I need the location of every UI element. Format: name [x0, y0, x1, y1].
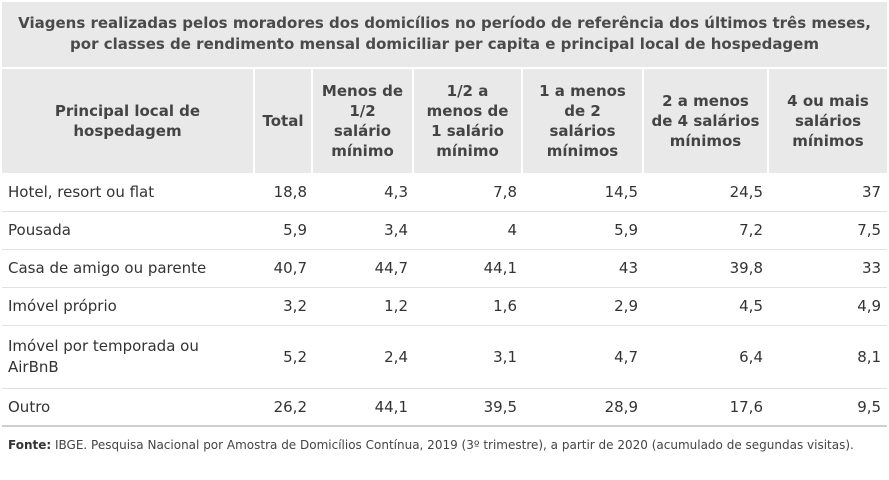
column-header-quatro-ou-mais: 4 ou mais salários mínimos: [769, 69, 888, 174]
table-row: Hotel, resort ou flat 18,8 4,3 7,8 14,5 …: [2, 174, 888, 212]
cell-value: 44,1: [414, 250, 523, 288]
cell-value: 7,5: [769, 212, 888, 250]
cell-value: 4,3: [313, 174, 414, 212]
cell-value: 6,4: [644, 326, 769, 389]
cell-value: 33: [769, 250, 888, 288]
row-label: Casa de amigo ou parente: [2, 250, 255, 288]
cell-value: 9,5: [769, 389, 888, 427]
source-label: Fonte:: [8, 438, 52, 452]
cell-value: 44,1: [313, 389, 414, 427]
cell-value: 3,2: [255, 288, 313, 326]
source-text: IBGE. Pesquisa Nacional por Amostra de D…: [51, 438, 854, 452]
row-label: Imóvel por temporada ou AirBnB: [2, 326, 255, 389]
cell-value: 26,2: [255, 389, 313, 427]
column-header-menos-meio: Menos de 1/2 salário mínimo: [313, 69, 414, 174]
table-row: Casa de amigo ou parente 40,7 44,7 44,1 …: [2, 250, 888, 288]
source-note: Fonte: IBGE. Pesquisa Nacional por Amost…: [2, 437, 887, 453]
cell-value: 37: [769, 174, 888, 212]
cell-value: 1,6: [414, 288, 523, 326]
cell-value: 28,9: [523, 389, 644, 427]
table-row: Outro 26,2 44,1 39,5 28,9 17,6 9,5: [2, 389, 888, 427]
cell-value: 43: [523, 250, 644, 288]
column-header-meio-a-um: 1/2 a menos de 1 salário mínimo: [414, 69, 523, 174]
cell-value: 40,7: [255, 250, 313, 288]
cell-value: 39,5: [414, 389, 523, 427]
table-row: Pousada 5,9 3,4 4 5,9 7,2 7,5: [2, 212, 888, 250]
table-row: Imóvel por temporada ou AirBnB 5,2 2,4 3…: [2, 326, 888, 389]
column-header-dois-a-quatro: 2 a menos de 4 salários mínimos: [644, 69, 769, 174]
cell-value: 5,9: [523, 212, 644, 250]
cell-value: 5,2: [255, 326, 313, 389]
cell-value: 2,4: [313, 326, 414, 389]
cell-value: 7,2: [644, 212, 769, 250]
cell-value: 24,5: [644, 174, 769, 212]
cell-value: 8,1: [769, 326, 888, 389]
cell-value: 5,9: [255, 212, 313, 250]
cell-value: 3,1: [414, 326, 523, 389]
cell-value: 4,5: [644, 288, 769, 326]
cell-value: 17,6: [644, 389, 769, 427]
cell-value: 44,7: [313, 250, 414, 288]
cell-value: 4,7: [523, 326, 644, 389]
cell-value: 39,8: [644, 250, 769, 288]
row-label: Hotel, resort ou flat: [2, 174, 255, 212]
header-row: Principal local de hospedagem Total Meno…: [2, 69, 888, 174]
table-container: Viagens realizadas pelos moradores dos d…: [2, 0, 888, 453]
row-label: Imóvel próprio: [2, 288, 255, 326]
column-header-local: Principal local de hospedagem: [2, 69, 255, 174]
column-header-total: Total: [255, 69, 313, 174]
cell-value: 3,4: [313, 212, 414, 250]
column-header-um-a-dois: 1 a menos de 2 salários mínimos: [523, 69, 644, 174]
cell-value: 2,9: [523, 288, 644, 326]
cell-value: 14,5: [523, 174, 644, 212]
table-title: Viagens realizadas pelos moradores dos d…: [2, 2, 888, 69]
row-label: Outro: [2, 389, 255, 427]
cell-value: 4: [414, 212, 523, 250]
cell-value: 18,8: [255, 174, 313, 212]
cell-value: 1,2: [313, 288, 414, 326]
cell-value: 7,8: [414, 174, 523, 212]
data-table: Viagens realizadas pelos moradores dos d…: [2, 2, 888, 427]
cell-value: 4,9: [769, 288, 888, 326]
row-label: Pousada: [2, 212, 255, 250]
table-row: Imóvel próprio 3,2 1,2 1,6 2,9 4,5 4,9: [2, 288, 888, 326]
